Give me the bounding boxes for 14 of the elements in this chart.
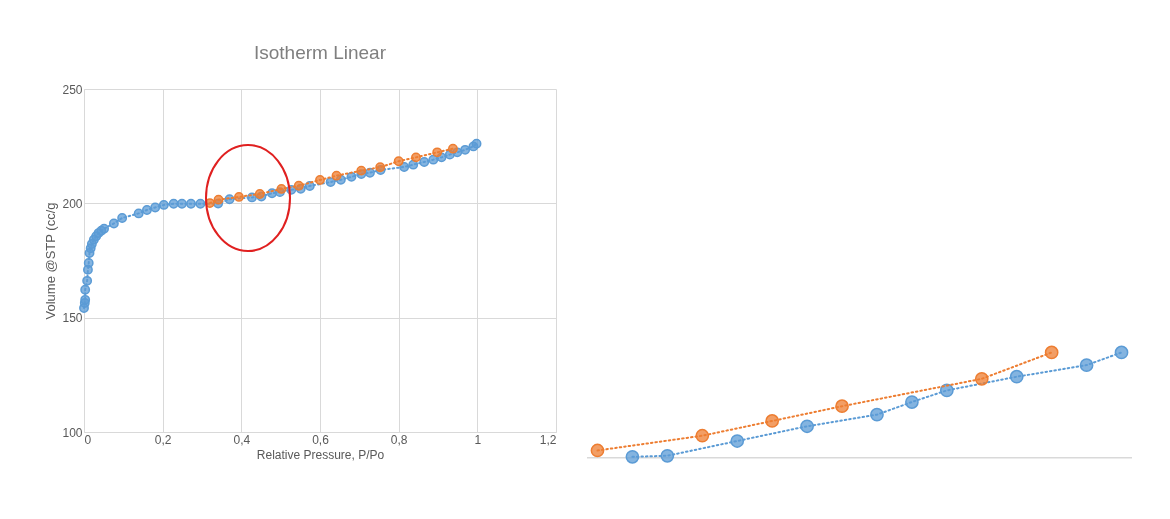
x-tick-label: 0,8 — [390, 432, 408, 447]
x-axis-title: Relative Pressure, P/Po — [256, 447, 385, 462]
x-tick-label: 0,6 — [312, 432, 330, 447]
y-tick-label: 200 — [62, 196, 83, 211]
y-tick-label: 150 — [62, 311, 83, 326]
x-tick-label: 1 — [474, 432, 482, 447]
x-tick-label: 0 — [84, 432, 92, 447]
x-tick-label: 1,2 — [539, 432, 557, 447]
x-tick-label: 0,2 — [154, 432, 172, 447]
y-tick-label: 100 — [62, 425, 83, 440]
chart-title: Isotherm Linear — [253, 42, 387, 63]
x-tick-label: 0,4 — [233, 432, 251, 447]
y-axis-title: Volume @STP (cc/g — [43, 202, 59, 320]
y-tick-label: 250 — [62, 82, 83, 97]
